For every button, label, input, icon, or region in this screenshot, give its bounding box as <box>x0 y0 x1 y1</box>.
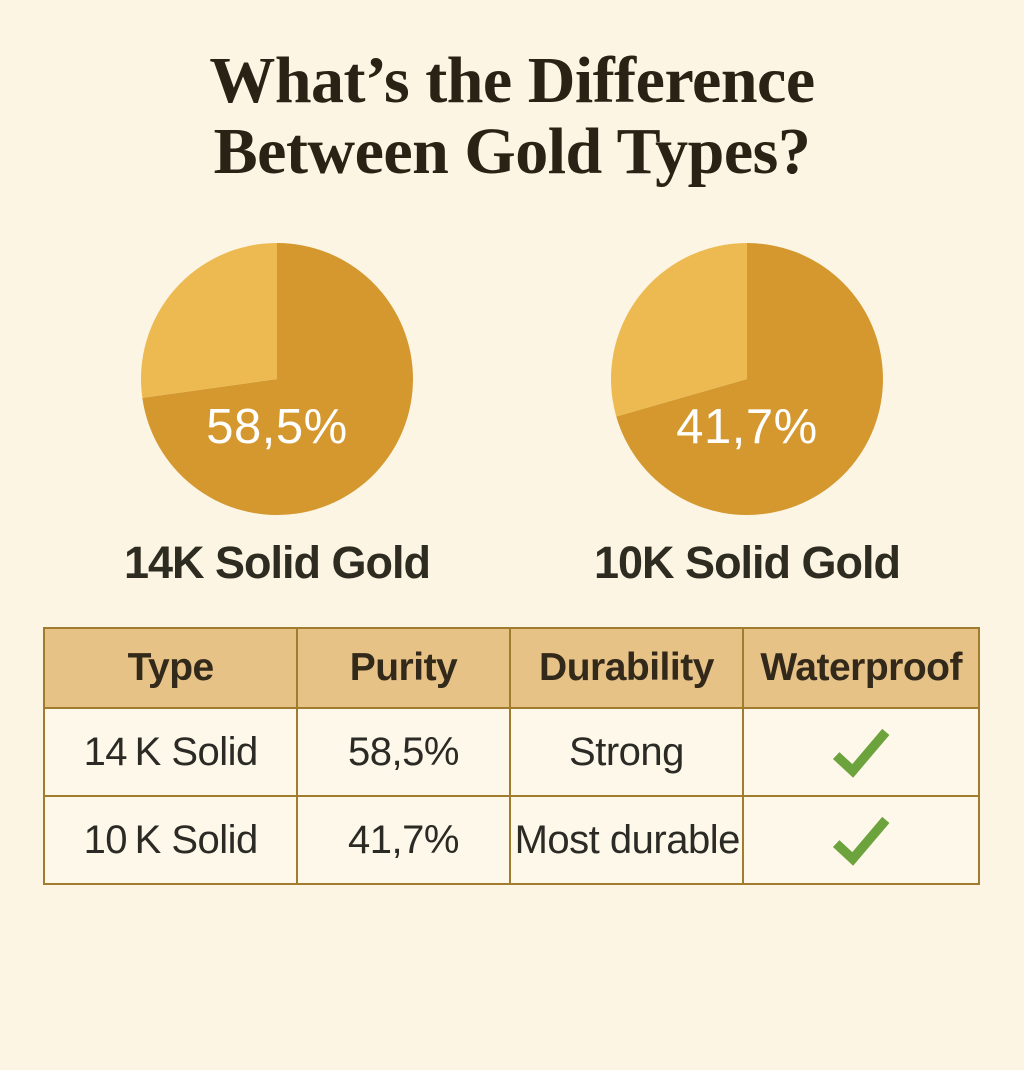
pie-chart-14k-svg <box>140 243 413 516</box>
pie-percentage-label-10k: 41,7% <box>676 400 818 455</box>
column-header-durability: Durability <box>508 627 745 710</box>
checkmark-icon <box>833 729 890 778</box>
header-row: Type Purity Durability Waterproof <box>42 627 980 710</box>
pie-caption-10k: 10K Solid Gold <box>594 537 901 589</box>
pie-chart-14k: 58,5% <box>140 243 413 516</box>
cell-purity-10k: 41,7% <box>296 795 511 886</box>
column-header-purity: Purity <box>296 627 511 710</box>
page-title-line1: What’s the Difference <box>209 44 815 117</box>
cell-durability-10k: Most durable <box>508 795 745 886</box>
cell-type-10k: 10 K Solid <box>42 795 299 886</box>
cell-waterproof-14k <box>742 707 980 798</box>
pie-caption-14k: 14K Solid Gold <box>123 537 431 589</box>
column-header-waterproof: Waterproof <box>742 627 980 710</box>
cell-durability-14k: Strong <box>508 707 745 798</box>
table-row-10k: 10 K Solid 41,7% Most durable <box>42 795 980 886</box>
pie-chart-10k: 41,7% <box>611 243 884 516</box>
pie-slice-gold-content <box>616 243 884 516</box>
cell-waterproof-10k <box>742 795 980 886</box>
page-title: What’s the Difference Between Gold Types… <box>20 44 1004 188</box>
pie-figure-10k: 41,7% 10K Solid Gold <box>594 243 901 589</box>
column-header-type: Type <box>42 627 299 710</box>
comparison-table: Type Purity Durability Waterproof 14 K S… <box>42 627 980 886</box>
page-title-line2: Between Gold Types? <box>213 114 811 188</box>
table-row-14k: 14 K Solid 58,5% Strong <box>42 707 980 798</box>
cell-purity-14k: 58,5% <box>296 707 511 798</box>
infographic-canvas: What’s the Difference Between Gold Types… <box>0 44 1024 886</box>
pie-percentage-label-14k: 58,5% <box>206 400 348 455</box>
cell-type-14k: 14 K Solid <box>42 707 299 798</box>
pie-slice-remainder <box>140 243 277 399</box>
checkmark-icon <box>833 817 890 866</box>
pie-slice-remainder <box>611 243 748 417</box>
comparison-table-header: Type Purity Durability Waterproof <box>42 627 980 710</box>
pie-chart-10k-svg <box>611 243 884 516</box>
comparison-table-body: 14 K Solid 58,5% Strong 10 K Solid 41,7%… <box>42 707 980 886</box>
pie-slice-gold-content <box>142 243 413 516</box>
pie-charts-row: 58,5% 14K Solid Gold 41,7% 10K Solid Gol… <box>0 243 1024 589</box>
pie-figure-14k: 58,5% 14K Solid Gold <box>123 243 431 589</box>
